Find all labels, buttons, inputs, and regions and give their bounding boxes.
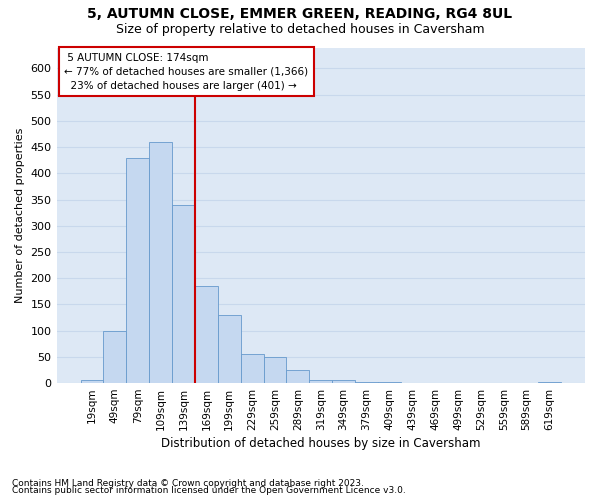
Bar <box>286 370 310 383</box>
Bar <box>310 380 332 383</box>
Bar <box>241 354 263 383</box>
Bar <box>149 142 172 383</box>
Bar <box>378 382 401 383</box>
Text: Size of property relative to detached houses in Caversham: Size of property relative to detached ho… <box>116 22 484 36</box>
X-axis label: Distribution of detached houses by size in Caversham: Distribution of detached houses by size … <box>161 437 481 450</box>
Bar <box>332 380 355 383</box>
Text: Contains HM Land Registry data © Crown copyright and database right 2023.: Contains HM Land Registry data © Crown c… <box>12 478 364 488</box>
Bar <box>355 382 378 383</box>
Bar <box>172 205 195 383</box>
Bar <box>401 382 424 383</box>
Bar <box>218 315 241 383</box>
Bar <box>424 382 446 383</box>
Text: Contains public sector information licensed under the Open Government Licence v3: Contains public sector information licen… <box>12 486 406 495</box>
Bar <box>195 286 218 383</box>
Bar <box>80 380 103 383</box>
Y-axis label: Number of detached properties: Number of detached properties <box>15 128 25 303</box>
Text: 5 AUTUMN CLOSE: 174sqm 
← 77% of detached houses are smaller (1,366)
  23% of de: 5 AUTUMN CLOSE: 174sqm ← 77% of detached… <box>64 52 308 90</box>
Bar <box>127 158 149 383</box>
Bar <box>103 330 127 383</box>
Bar <box>263 357 286 383</box>
Bar <box>538 382 561 383</box>
Text: 5, AUTUMN CLOSE, EMMER GREEN, READING, RG4 8UL: 5, AUTUMN CLOSE, EMMER GREEN, READING, R… <box>88 8 512 22</box>
